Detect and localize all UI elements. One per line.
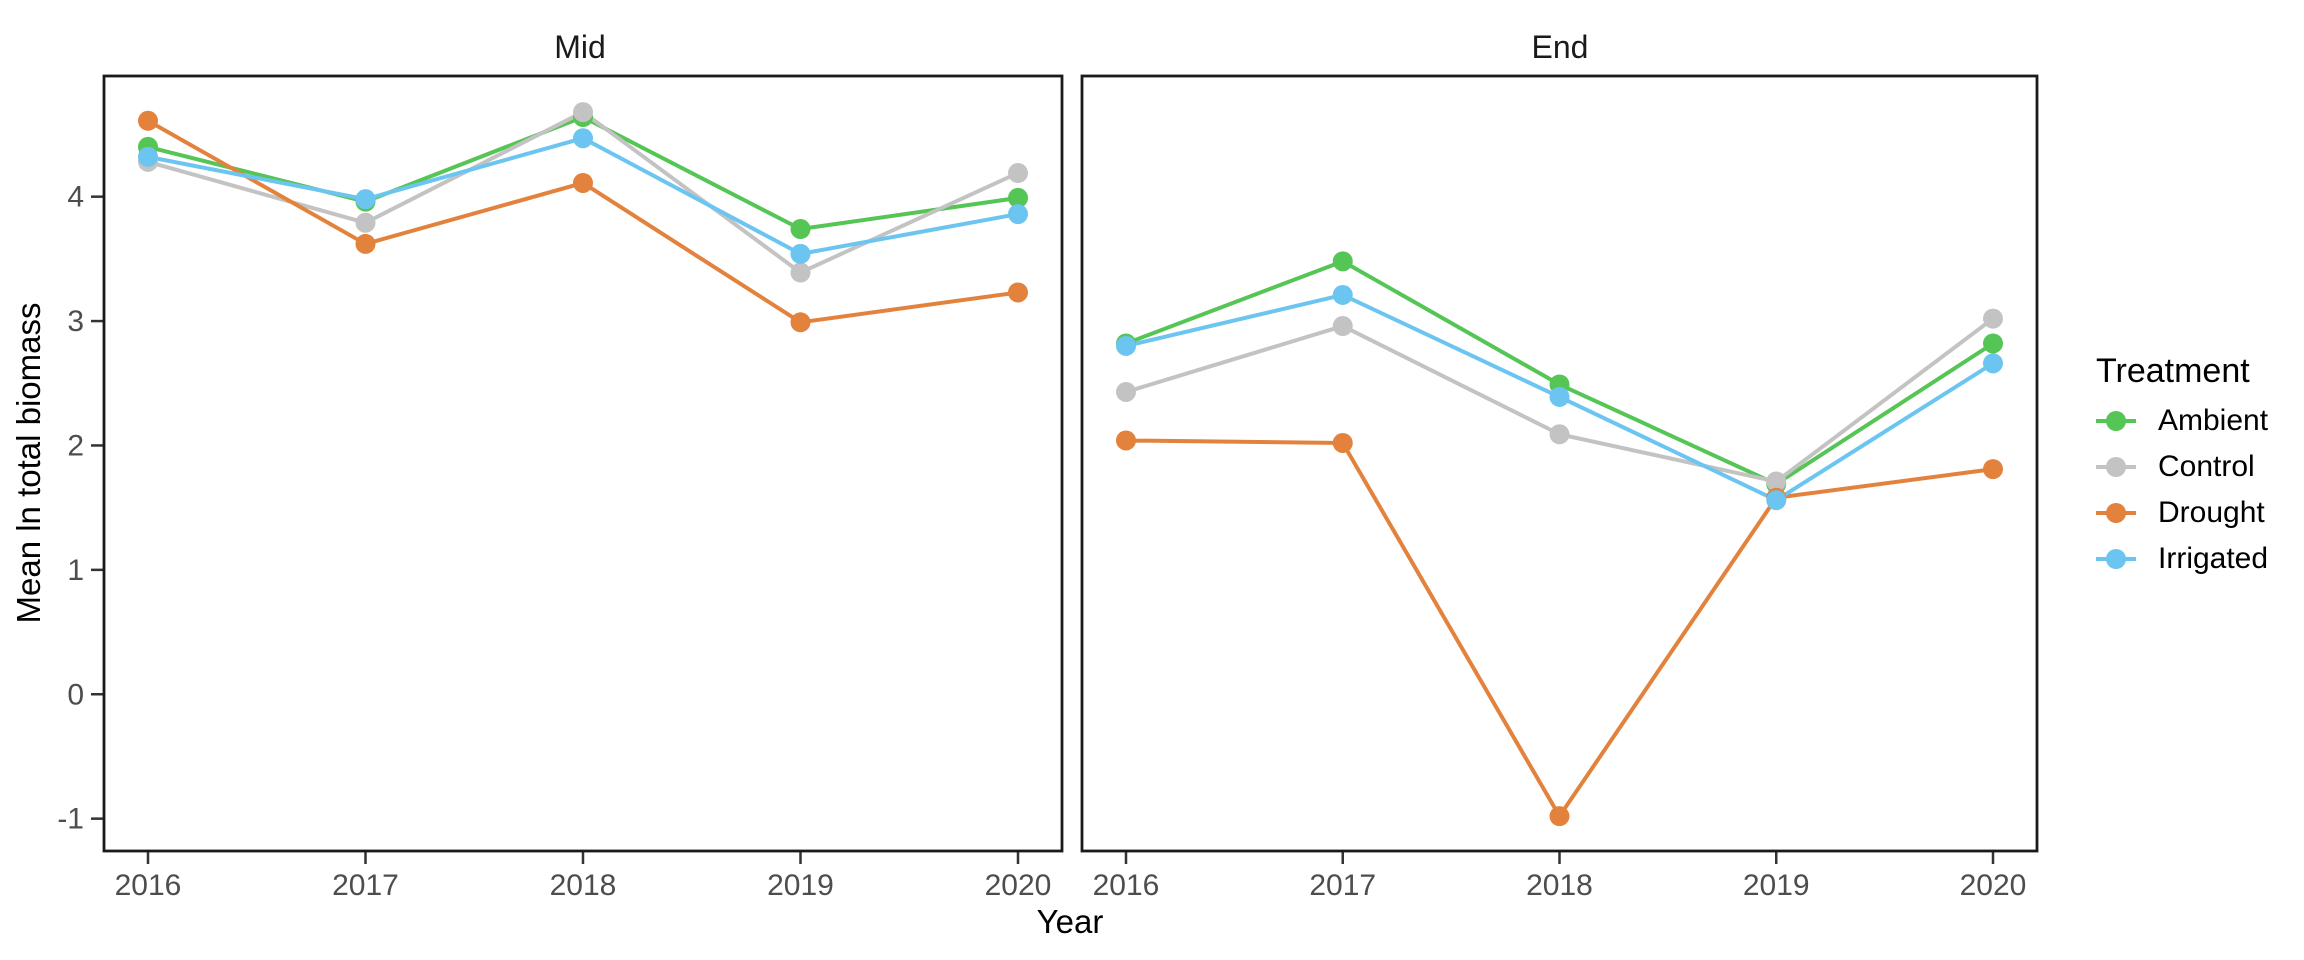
legend-key-ambient-icon: [2096, 409, 2136, 433]
point-drought-end-2020: [1983, 459, 2003, 480]
point-control-end-2019: [1766, 471, 1787, 492]
point-control-end-2017: [1332, 316, 1353, 337]
point-irrigated-end-2020: [1983, 353, 2003, 374]
x-tick-label: 2019: [1743, 869, 1810, 902]
point-irrigated-mid-2016: [138, 146, 158, 167]
x-axis-title: Year: [1037, 903, 1104, 940]
point-drought-mid-2019: [790, 312, 811, 333]
point-ambient-mid-2019: [790, 219, 811, 240]
facet-title-end: End: [1532, 29, 1589, 65]
legend-label-control: Control: [2158, 450, 2255, 483]
chart-marks: 2016 2017 2018 2019 2020 4 3 2 1 0 -1 2016 2017 2018 2…: [57, 74, 2039, 902]
y-tick-label: 3: [67, 305, 84, 338]
x-tick-label: 2017: [332, 869, 399, 902]
legend-item-control: Control: [2096, 450, 2268, 483]
point-irrigated-mid-2017: [355, 189, 376, 210]
y-tick-label: 0: [67, 678, 84, 711]
x-tick-label: 2016: [1093, 869, 1160, 902]
x-tick-label: 2019: [767, 869, 834, 902]
facet-title-mid: Mid: [554, 29, 606, 65]
point-ambient-end-2020: [1983, 333, 2003, 354]
x-tick-label: 2018: [550, 869, 617, 902]
point-irrigated-end-2018: [1549, 386, 1570, 407]
point-control-mid-2020: [1008, 163, 1028, 184]
point-irrigated-mid-2019: [790, 243, 811, 264]
point-control-mid-2019: [790, 262, 811, 283]
point-drought-mid-2017: [355, 233, 376, 254]
legend-items: Ambient Control Drought Irrigated: [2096, 404, 2269, 575]
x-tick-label: 2020: [985, 869, 1052, 902]
point-irrigated-end-2019: [1766, 490, 1787, 511]
point-control-mid-2018: [573, 102, 593, 123]
y-axis-title: Mean ln total biomass: [10, 303, 47, 624]
point-ambient-mid-2020: [1008, 187, 1028, 208]
point-drought-mid-2020: [1008, 282, 1028, 303]
legend-key-drought-icon: [2096, 501, 2136, 525]
x-tick-label: 2018: [1526, 869, 1593, 902]
legend: Treatment Ambient Control Drought: [2096, 352, 2269, 575]
legend-item-drought: Drought: [2096, 496, 2268, 529]
legend-title: Treatment: [2096, 352, 2250, 390]
y-tick-label: -1: [57, 803, 84, 836]
series-line-drought-end: [1125, 438, 1994, 819]
point-drought-end-2016: [1116, 430, 1136, 451]
legend-label-irrigated: Irrigated: [2158, 542, 2269, 575]
y-tick-label: 2: [67, 429, 84, 462]
y-tick-label: 1: [67, 554, 84, 587]
point-drought-end-2018: [1549, 806, 1570, 827]
panel-border-end: [1080, 74, 2039, 853]
y-tick-label: 4: [67, 181, 84, 214]
point-drought-mid-2016: [138, 110, 158, 131]
point-ambient-end-2017: [1332, 251, 1353, 272]
x-tick-label: 2016: [115, 869, 182, 902]
point-control-end-2018: [1549, 424, 1570, 445]
point-control-end-2016: [1116, 381, 1136, 402]
point-irrigated-end-2016: [1116, 335, 1136, 356]
point-irrigated-mid-2020: [1008, 204, 1028, 225]
legend-key-control-icon: [2096, 455, 2136, 479]
legend-label-ambient: Ambient: [2158, 404, 2269, 437]
point-irrigated-mid-2018: [573, 128, 593, 149]
point-drought-end-2017: [1332, 432, 1353, 453]
point-control-mid-2017: [355, 212, 376, 233]
point-irrigated-end-2017: [1332, 284, 1353, 305]
series-line-drought-mid: [147, 119, 1019, 325]
legend-key-irrigated-icon: [2096, 547, 2136, 571]
point-control-end-2020: [1983, 308, 2003, 329]
legend-item-irrigated: Irrigated: [2096, 542, 2269, 575]
panel-border-mid: [102, 74, 1064, 853]
point-drought-mid-2018: [573, 172, 593, 193]
legend-label-drought: Drought: [2158, 496, 2265, 529]
x-tick-label: 2020: [1960, 869, 2027, 902]
series-line-ambient-end: [1125, 259, 1995, 487]
legend-item-ambient: Ambient: [2096, 404, 2269, 437]
x-tick-label: 2017: [1309, 869, 1376, 902]
